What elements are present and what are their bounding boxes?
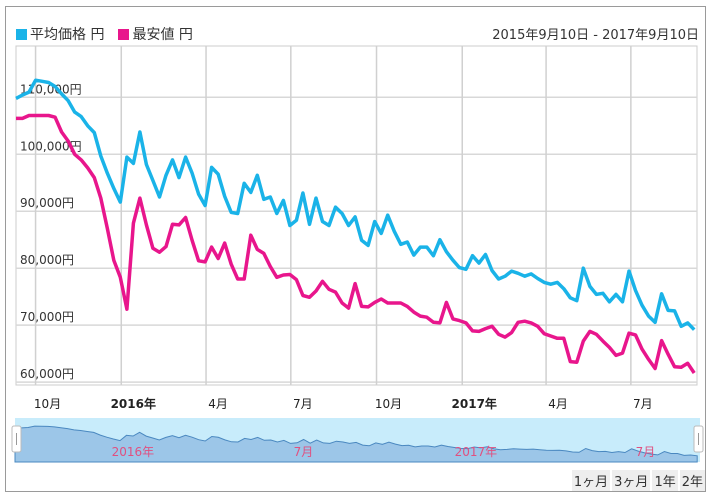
range-selector: 1ヶ月 3ヶ月 1年 2年 <box>571 470 705 491</box>
y-tick-label: 70,000円 <box>20 310 74 324</box>
x-tick-label: 4月 <box>548 397 568 411</box>
x-tick-label: 2017年 <box>452 396 497 411</box>
x-tick-label: 10月 <box>34 397 61 411</box>
chart-container <box>5 6 706 492</box>
x-tick-label: 7月 <box>293 397 313 411</box>
date-range: 2015年9月10日 - 2017年9月10日 <box>492 28 699 43</box>
legend-swatch-icon <box>118 28 130 40</box>
navigator-label: 7月 <box>294 445 314 459</box>
navigator-label: 2017年 <box>455 445 498 459</box>
x-tick-label: 2016年 <box>111 396 156 411</box>
y-tick-label: 80,000円 <box>20 253 74 267</box>
x-tick-label: 7月 <box>633 397 653 411</box>
x-tick-label: 4月 <box>208 397 228 411</box>
y-tick-label: 60,000円 <box>20 367 74 381</box>
navigator-label: 7月 <box>636 445 656 459</box>
legend-swatch-icon <box>16 28 27 40</box>
legend-label: 最安値 円 <box>132 27 193 43</box>
legend-label: 平均価格 円 <box>30 27 105 43</box>
y-tick-label: 90,000円 <box>20 196 74 210</box>
range-button-1-month[interactable]: 1ヶ月 <box>571 470 611 491</box>
range-button-2-years[interactable]: 2年 <box>679 470 705 491</box>
range-button-3-months[interactable]: 3ヶ月 <box>612 470 651 491</box>
legend-item-average-price[interactable]: 平均価格 円 <box>16 24 104 44</box>
navigator-series-area <box>14 425 698 463</box>
range-button-1-year[interactable]: 1年 <box>652 470 678 491</box>
legend-item-lowest-price[interactable]: 最安値 円 <box>118 24 193 44</box>
legend: 平均価格 円 最安値 円 <box>16 24 193 44</box>
x-tick-label: 10月 <box>375 397 402 411</box>
plot-area <box>15 45 698 386</box>
navigator-label: 2016年 <box>112 445 155 459</box>
